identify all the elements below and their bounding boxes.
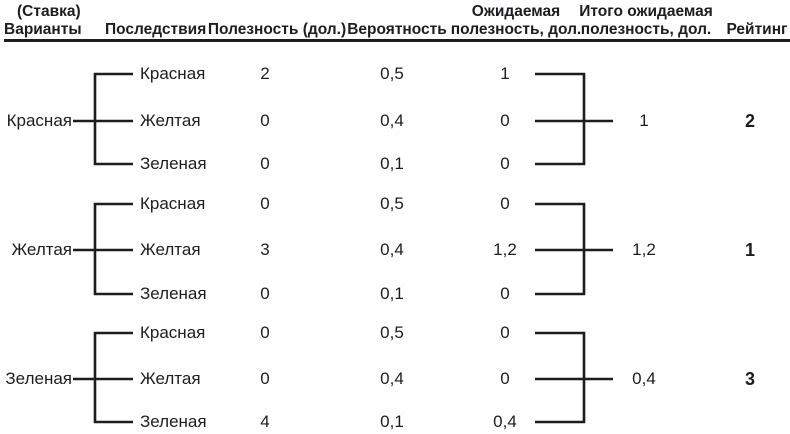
header-rating: Рейтинг (726, 21, 788, 38)
rating-value: 3 (744, 369, 756, 389)
utility-value: 0 (260, 323, 270, 342)
expected-utility-value: 1,2 (493, 240, 517, 259)
total-value: 1,2 (632, 240, 656, 259)
utility-value: 0 (260, 369, 270, 388)
expected-utility-value: 1 (500, 64, 510, 83)
header-options-line1: (Ставка) (17, 3, 81, 20)
consequence-label: Желтая (140, 240, 201, 259)
rating-value: 1 (744, 240, 756, 260)
probability-value: 0,1 (380, 154, 404, 173)
utility-value: 0 (260, 154, 270, 173)
utility-value: 0 (260, 111, 270, 130)
consequence-label: Красная (140, 194, 206, 213)
utility-value: 2 (260, 64, 270, 83)
header-options-line2: Варианты (4, 21, 82, 38)
expected-utility-value: 0 (500, 154, 510, 173)
header-total-expected-utility: Итого ожидаемая полезность, дол. (579, 3, 713, 39)
probability-value: 0,4 (380, 240, 404, 259)
expected-utility-value: 0 (500, 369, 510, 388)
probability-value: 0,1 (380, 412, 404, 431)
header-total-line2: полезность, дол. (580, 21, 712, 38)
consequence-label: Красная (140, 64, 206, 83)
probability-value: 0,5 (380, 194, 404, 213)
header-expected-utility: Ожидаемая полезность, дол. (451, 3, 581, 39)
utility-value: 0 (260, 284, 270, 303)
header-expected-line2: полезность, дол. (450, 21, 582, 38)
header-options: (Ставка) Варианты (4, 3, 82, 39)
consequence-label: Желтая (140, 111, 201, 130)
probability-value: 0,5 (380, 64, 404, 83)
header-expected-line1: Ожидаемая (471, 3, 561, 20)
rating-value: 2 (744, 111, 756, 131)
option-label: Желтая (11, 240, 72, 259)
header-probability: Вероятность (347, 21, 447, 38)
probability-value: 0,1 (380, 284, 404, 303)
probability-value: 0,4 (380, 369, 404, 388)
utility-value: 4 (260, 412, 270, 431)
probability-value: 0,4 (380, 111, 404, 130)
option-label: Красная (6, 111, 72, 130)
consequence-label: Зеленая (140, 154, 207, 173)
header-total-line1: Итого ожидаемая (579, 3, 713, 20)
utility-value: 3 (260, 240, 270, 259)
header-utility: Полезность (дол.) (207, 21, 347, 38)
expected-utility-value: 0 (500, 111, 510, 130)
total-value: 1 (639, 111, 649, 130)
utility-value: 0 (260, 194, 270, 213)
header-consequences: Последствия (105, 21, 207, 38)
expected-utility-value: 0 (500, 194, 510, 213)
consequence-label: Желтая (140, 369, 201, 388)
header-divider (4, 39, 790, 42)
expected-utility-value: 0 (500, 323, 510, 342)
consequence-label: Красная (140, 323, 206, 342)
probability-value: 0,5 (380, 323, 404, 342)
total-value: 0,4 (632, 369, 656, 388)
option-label: Зеленая (5, 369, 72, 388)
expected-utility-value: 0 (500, 284, 510, 303)
consequence-label: Зеленая (140, 412, 207, 431)
consequence-label: Зеленая (140, 284, 207, 303)
expected-utility-value: 0,4 (493, 412, 517, 431)
